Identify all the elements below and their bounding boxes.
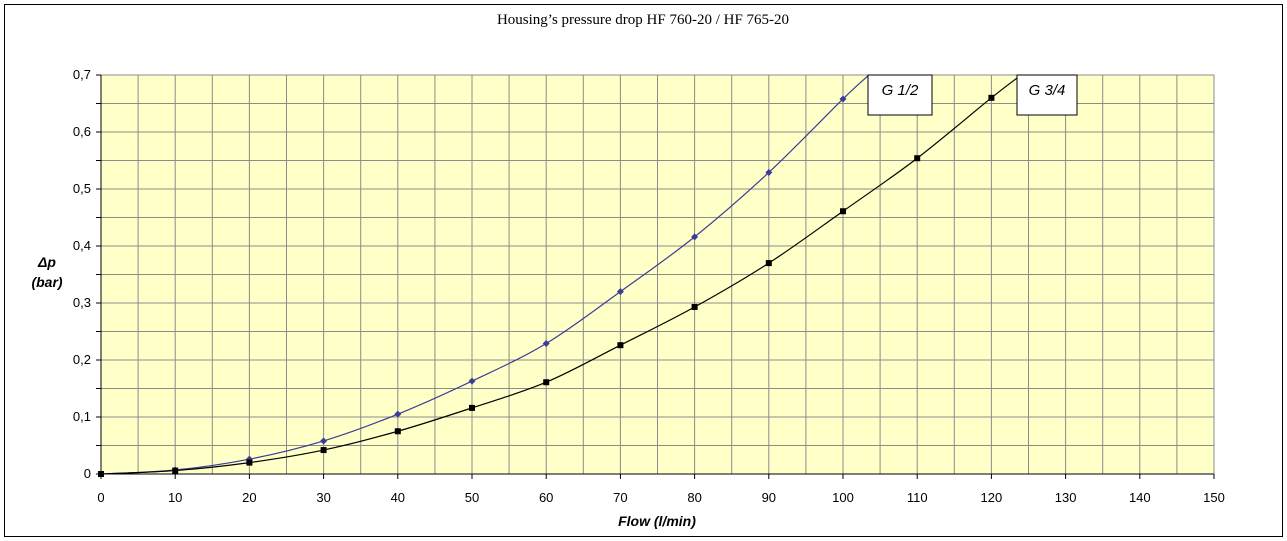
data-point (394, 410, 402, 418)
data-point (839, 95, 847, 103)
data-point (914, 155, 921, 162)
series-labels: G 1/2 G 3/4 (867, 74, 1078, 116)
series-label-g-1-2: G 1/2 (882, 82, 919, 99)
x-tick-label: 40 (391, 490, 405, 505)
data-point (691, 233, 699, 241)
data-point (616, 288, 624, 296)
x-tick-label: 80 (687, 490, 701, 505)
axes (96, 74, 1215, 479)
data-point (765, 260, 772, 267)
y-tick-label: 0,2 (73, 352, 91, 367)
grid (100, 74, 1215, 475)
x-tick-label: 130 (1055, 490, 1077, 505)
x-tick-label: 150 (1203, 490, 1225, 505)
series-layer (97, 74, 1022, 478)
chart-title: Housing’s pressure drop HF 760-20 / HF 7… (497, 12, 789, 28)
data-point (320, 437, 328, 445)
y-tick-label: 0,4 (73, 238, 91, 253)
data-point (840, 208, 846, 215)
data-point (98, 471, 104, 477)
data-point (542, 339, 550, 347)
series-line-g-3-4 (100, 74, 1022, 475)
y-tick-label: 0,7 (73, 67, 91, 82)
x-tick-label: 50 (465, 490, 479, 505)
y-tick-label: 0,5 (73, 181, 91, 196)
x-tick-label: 70 (613, 490, 627, 505)
x-tick-label: 30 (316, 490, 330, 505)
data-point (617, 342, 624, 349)
y-axis-unit: (bar) (31, 274, 62, 290)
data-point (468, 377, 476, 385)
y-axis-label: Δp (37, 254, 56, 270)
x-tick-label: 110 (907, 490, 928, 505)
x-tick-label: 10 (168, 490, 182, 505)
x-axis-label: Flow (l/min) (618, 513, 696, 529)
data-point (246, 459, 253, 466)
y-tick-label: 0,1 (73, 409, 91, 424)
data-point (765, 168, 773, 176)
data-point (469, 404, 475, 411)
x-tick-label: 60 (539, 490, 553, 505)
y-tick-label: 0,3 (73, 295, 91, 310)
tick-labels: 0 10 20 30 40 50 60 70 80 90 100 110 120 130 140 150 0 0,… (73, 67, 1225, 505)
series-label-g-3-4: G 3/4 (1029, 82, 1066, 99)
x-tick-label: 100 (832, 490, 854, 505)
x-tick-label: 140 (1129, 490, 1151, 505)
data-point (691, 303, 698, 310)
data-point (988, 94, 995, 101)
x-tick-label: 20 (242, 490, 256, 505)
x-tick-label: 0 (97, 490, 104, 505)
data-point (543, 379, 550, 386)
x-tick-label: 90 (762, 490, 776, 505)
y-tick-label: 0,6 (73, 124, 91, 139)
data-point (394, 428, 401, 435)
data-point (320, 447, 327, 454)
series-label-box-g-1-2 (867, 74, 933, 116)
series-label-box-g-3-4 (1016, 74, 1078, 116)
x-tick-label: 120 (981, 490, 1003, 505)
y-tick-label: 0 (84, 466, 91, 481)
data-point (172, 467, 179, 474)
